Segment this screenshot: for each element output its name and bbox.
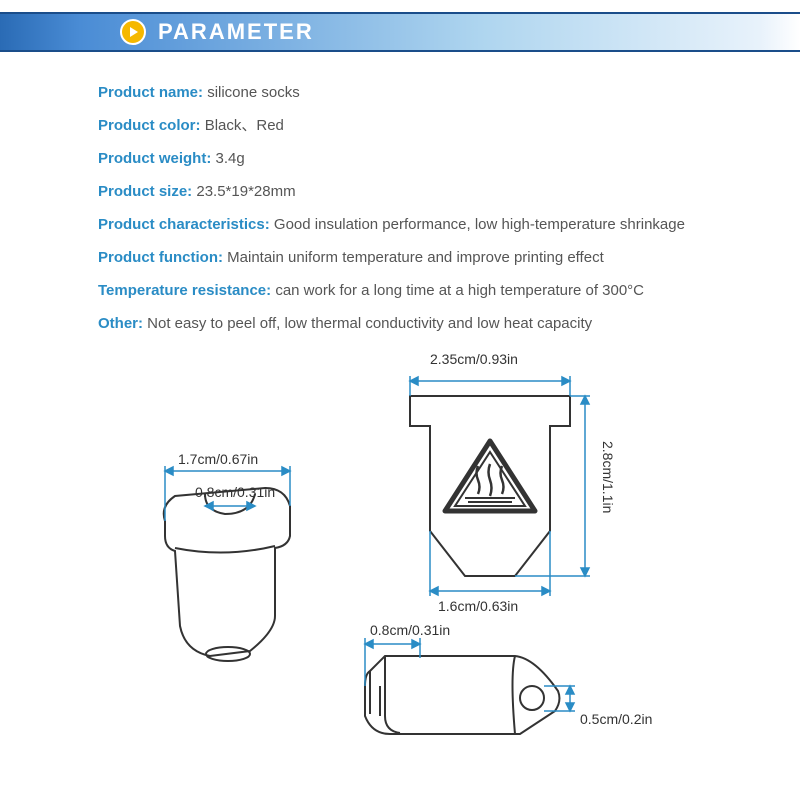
dim-top-width: 2.35cm/0.93in [430, 351, 518, 367]
param-row: Product color: Black、Red [98, 115, 800, 136]
param-row: Product function: Maintain uniform tempe… [98, 247, 800, 268]
dim-bottom-width: 1.6cm/0.63in [438, 598, 518, 614]
diagram-area: 2.35cm/0.93in 2.8cm/1.1in 1.6cm/0.63in 1… [0, 346, 800, 766]
param-value: silicone socks [207, 84, 300, 101]
param-row: Other: Not easy to peel off, low thermal… [98, 313, 800, 334]
param-row: Product name: silicone socks [98, 82, 800, 103]
param-value: Good insulation performance, low high-te… [274, 216, 685, 233]
param-value: Not easy to peel off, low thermal conduc… [147, 315, 592, 332]
param-value: can work for a long time at a high tempe… [275, 282, 644, 299]
param-label: Product characteristics: [98, 216, 270, 233]
header-bar: PARAMETER [0, 12, 800, 52]
param-label: Product name: [98, 84, 203, 101]
header-play-icon [120, 19, 146, 45]
param-label: Product color: [98, 117, 201, 134]
header-title: PARAMETER [158, 19, 314, 45]
param-label: Product function: [98, 249, 223, 266]
param-label: Temperature resistance: [98, 282, 271, 299]
front-view-diagram [360, 346, 620, 606]
parameter-list: Product name: silicone socks Product col… [98, 82, 800, 334]
param-value: Maintain uniform temperature and improve… [227, 249, 604, 266]
param-value: Black、Red [205, 117, 284, 134]
dim-left-mid-width: 0.8cm/0.31in [195, 484, 275, 500]
param-label: Product size: [98, 183, 192, 200]
param-row: Product size: 23.5*19*28mm [98, 181, 800, 202]
dim-bottom-left: 0.8cm/0.31in [370, 622, 450, 638]
dim-height: 2.8cm/1.1in [600, 441, 616, 513]
param-value: 3.4g [216, 150, 245, 167]
dim-left-top-width: 1.7cm/0.67in [178, 451, 258, 467]
param-value: 23.5*19*28mm [196, 183, 295, 200]
param-label: Product weight: [98, 150, 211, 167]
param-row: Product characteristics: Good insulation… [98, 214, 800, 235]
dim-bottom-right: 0.5cm/0.2in [580, 711, 652, 727]
side-view-diagram [310, 616, 610, 776]
param-row: Product weight: 3.4g [98, 148, 800, 169]
param-row: Temperature resistance: can work for a l… [98, 280, 800, 301]
param-label: Other: [98, 315, 143, 332]
